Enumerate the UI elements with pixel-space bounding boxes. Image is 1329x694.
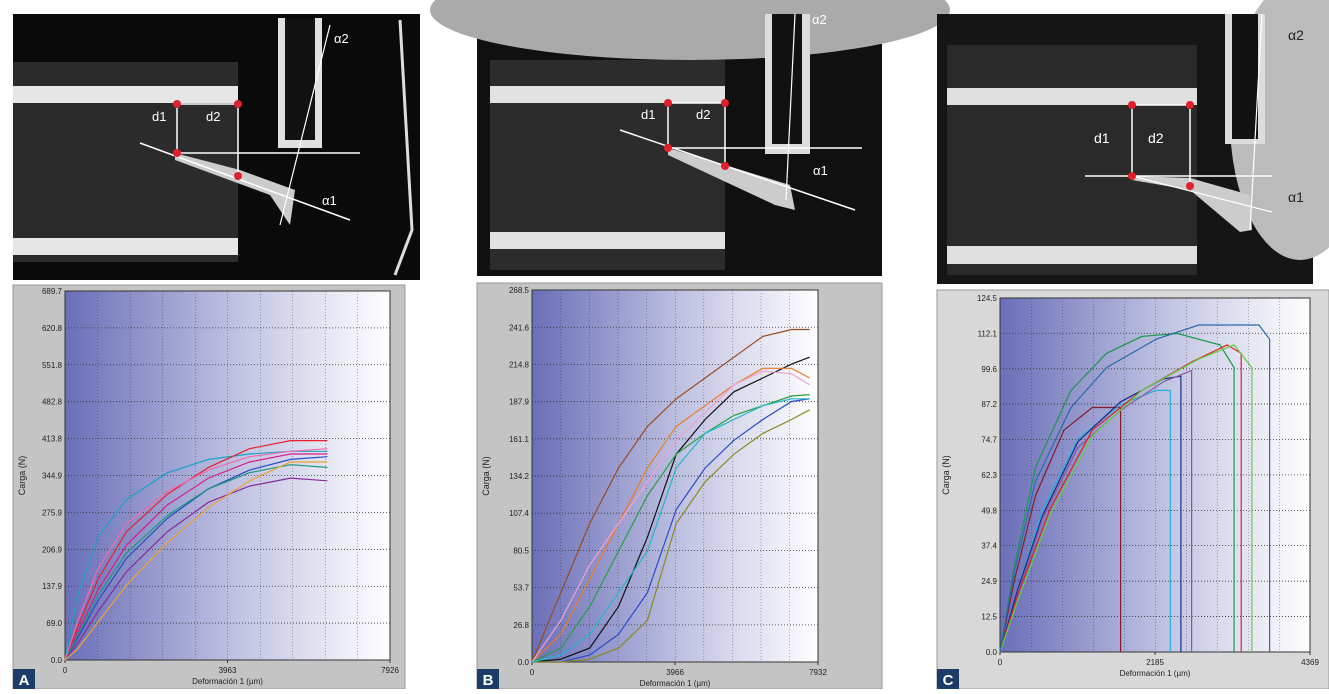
y-tick-label: 49.8 [981, 506, 997, 515]
y-tick-label: 124.5 [977, 294, 998, 303]
y-tick-label: 137.9 [42, 582, 63, 591]
y-tick-label: 80.5 [513, 546, 529, 555]
x-tick-label: 4369 [1301, 658, 1319, 667]
photo-label: d1 [641, 107, 655, 122]
series-line [64, 450, 328, 661]
y-tick-label: 134.2 [509, 472, 530, 481]
y-tick-label: 0.0 [986, 648, 998, 657]
y-tick-label: 99.6 [981, 365, 997, 374]
photo-c: d1 d2 α1 α2 [937, 0, 1329, 284]
series-line [531, 370, 810, 663]
x-axis-label: Deformación 1 (µm) [640, 679, 711, 688]
series-line [64, 440, 328, 661]
y-tick-label: 187.9 [509, 398, 530, 407]
y-tick-label: 689.7 [42, 287, 63, 296]
panel-badge [937, 669, 959, 689]
panel-badge [13, 669, 35, 689]
series-line [532, 398, 810, 663]
y-tick-label: 107.4 [509, 509, 530, 518]
y-tick-label: 268.5 [509, 286, 530, 295]
y-tick-label: 620.8 [42, 324, 63, 333]
x-axis-label: Deformación 1 (µm) [1120, 669, 1191, 678]
series-line [531, 328, 810, 663]
y-tick-label: 241.6 [509, 323, 530, 332]
series-line [999, 344, 1253, 653]
panel-badge [477, 669, 499, 689]
y-tick-label: 275.9 [42, 508, 63, 517]
series-line [64, 448, 328, 661]
y-tick-label: 551.8 [42, 361, 63, 370]
series-line [531, 394, 810, 663]
series-line [999, 324, 1271, 653]
y-tick-label: 26.8 [513, 621, 529, 630]
y-tick-label: 206.9 [42, 545, 63, 554]
series-line [64, 453, 328, 661]
series-line [531, 367, 810, 663]
x-tick-label: 0 [998, 658, 1003, 667]
y-axis-label: Carga (N) [481, 456, 491, 496]
photo-label: d2 [206, 109, 220, 124]
x-tick-label: 0 [63, 666, 68, 675]
series-line [64, 477, 328, 661]
photo-label: α1 [322, 193, 337, 208]
y-tick-label: 74.7 [981, 436, 997, 445]
x-tick-label: 0 [530, 668, 535, 677]
photo-label: d2 [696, 107, 710, 122]
y-tick-label: 12.5 [981, 612, 997, 621]
y-tick-label: 0.0 [51, 656, 63, 665]
y-tick-label: 161.1 [509, 435, 530, 444]
y-tick-label: 112.1 [978, 329, 998, 338]
x-tick-label: 3966 [666, 668, 684, 677]
panel-label: B [483, 672, 494, 689]
grid-pattern [1000, 298, 1310, 652]
y-tick-label: 214.8 [509, 360, 530, 369]
x-tick-label: 2185 [1146, 658, 1164, 667]
photo-label: α1 [813, 163, 828, 178]
y-tick-label: 0.0 [518, 658, 530, 667]
y-tick-label: 482.8 [42, 398, 63, 407]
photo-label: α2 [1288, 27, 1304, 43]
panel-label: C [943, 672, 954, 689]
series-line [64, 461, 328, 661]
x-tick-label: 3963 [219, 666, 237, 675]
series-line [532, 409, 810, 663]
panel-label: A [19, 672, 30, 689]
series-line [999, 332, 1235, 653]
y-tick-label: 62.3 [981, 471, 997, 480]
photo-label: α2 [812, 12, 827, 27]
series-line [64, 464, 328, 661]
photo-label: d2 [1148, 130, 1164, 146]
x-axis-label: Deformación 1 (µm) [192, 677, 263, 686]
y-tick-label: 69.0 [46, 619, 62, 628]
photo-label: α2 [334, 31, 349, 46]
series-line [531, 398, 810, 663]
y-tick-label: 87.2 [981, 400, 997, 409]
photo-label: d1 [1094, 130, 1110, 146]
y-axis-label: Carga (N) [17, 456, 27, 496]
y-tick-label: 413.8 [42, 435, 63, 444]
photo-b: d1 d2 α1 α2 [430, 0, 950, 276]
x-tick-label: 7926 [381, 666, 399, 675]
series-line [64, 456, 328, 661]
photo-label: d1 [152, 109, 166, 124]
y-tick-label: 24.9 [981, 577, 997, 586]
photo-a: d1 d2 α1 α2 [13, 14, 420, 280]
series-line [999, 375, 1182, 653]
y-tick-label: 53.7 [513, 584, 529, 593]
y-tick-label: 344.9 [42, 471, 63, 480]
x-tick-label: 7932 [809, 668, 827, 677]
y-tick-label: 37.4 [981, 542, 997, 551]
y-axis-label: Carga (N) [941, 455, 951, 495]
photo-label: α1 [1288, 189, 1304, 205]
grid-pattern [532, 290, 818, 662]
